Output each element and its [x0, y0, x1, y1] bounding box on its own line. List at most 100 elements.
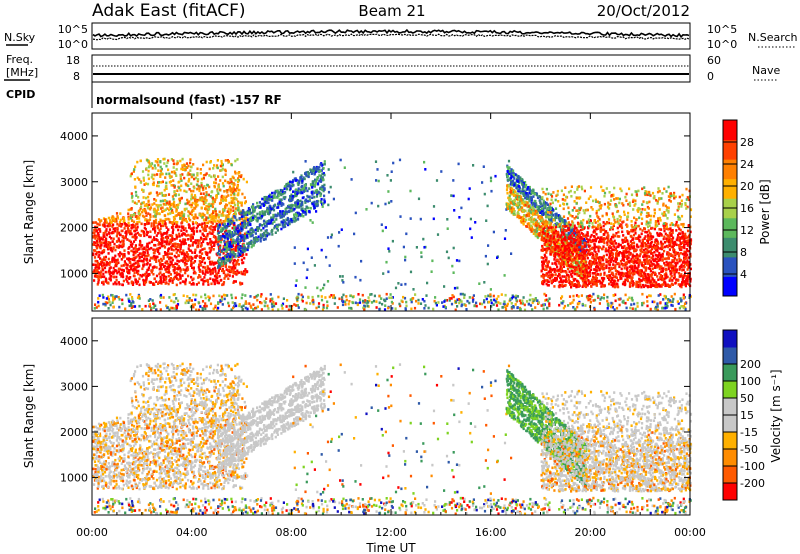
power-cell: [208, 260, 212, 264]
power-cell: [184, 269, 187, 272]
power-cell: [119, 251, 122, 254]
power-cell: [190, 261, 193, 265]
power-cell: [506, 175, 510, 178]
power-cell: [220, 297, 224, 301]
power-cell: [104, 255, 107, 259]
power-cell: [259, 211, 262, 214]
power-cell: [122, 241, 125, 245]
power-cell: [107, 307, 110, 310]
power-cell: [283, 223, 286, 227]
power-cell: [468, 301, 471, 305]
power-cell: [448, 297, 451, 300]
power-cell: [148, 247, 151, 251]
power-cell: [207, 205, 210, 208]
power-cell: [114, 264, 117, 268]
power-cell: [213, 175, 216, 179]
power-cell: [664, 302, 667, 305]
power-cell: [130, 227, 133, 230]
power-cell: [300, 203, 303, 207]
power-cell: [296, 299, 299, 303]
power-cell: [299, 188, 302, 192]
freq-label-line2: [MHz]: [6, 66, 38, 79]
power-cell: [510, 252, 513, 255]
power-cell: [176, 262, 179, 266]
power-cell: [220, 169, 223, 172]
power-cell: [158, 222, 162, 226]
power-cell: [145, 214, 148, 217]
power-cell: [105, 228, 108, 231]
power-cell: [289, 184, 292, 188]
power-cell: [252, 244, 255, 247]
power-cell: [133, 224, 136, 228]
power-cell: [94, 259, 97, 263]
power-cell: [224, 169, 227, 173]
power-cell: [93, 231, 96, 235]
power-cell: [128, 217, 131, 220]
power-cell: [284, 207, 287, 211]
power-cell: [183, 280, 187, 284]
power-cell: [146, 242, 149, 246]
power-cell: [532, 189, 535, 192]
power-cell: [338, 297, 341, 301]
power-cell: [143, 279, 146, 283]
power-cell: [537, 207, 540, 211]
power-cell: [170, 299, 173, 303]
power-cell: [419, 217, 422, 221]
power-cell: [102, 282, 105, 286]
power-cell: [327, 168, 330, 171]
power-cell: [653, 300, 656, 304]
power-cell: [203, 279, 206, 283]
power-cell: [153, 258, 156, 261]
power-cell: [317, 305, 320, 309]
power-cell: [210, 269, 213, 272]
power-cell: [327, 203, 330, 207]
power-cell: [168, 172, 171, 176]
power-cell: [204, 207, 207, 210]
power-cell: [153, 283, 156, 286]
power-cell: [205, 204, 208, 208]
power-cell: [159, 276, 162, 279]
power-cell: [576, 305, 579, 309]
power-cell: [187, 214, 190, 218]
noise-right-label: N.Search: [748, 31, 798, 44]
power-cell: [141, 273, 145, 277]
power-cell: [161, 194, 164, 197]
power-cell: [142, 278, 145, 282]
power-cell: [117, 267, 120, 271]
power-cell: [222, 283, 225, 286]
power-cell: [267, 195, 271, 198]
power-cell: [127, 224, 131, 227]
power-cell: [532, 195, 535, 198]
power-cell: [232, 234, 235, 238]
power-cell: [125, 293, 128, 297]
power-cell: [243, 247, 246, 250]
power-cell: [174, 262, 177, 265]
power-cell: [300, 185, 303, 189]
power-cell: [212, 307, 215, 311]
power-cell: [195, 283, 198, 286]
power-cell: [229, 255, 232, 258]
power-cell: [539, 211, 542, 214]
power-cell: [505, 188, 509, 192]
power-cell: [259, 206, 262, 209]
power-cell: [178, 225, 181, 229]
power-cell: [135, 282, 138, 285]
power-cell: [349, 306, 353, 310]
power-cell: [154, 160, 157, 163]
power-cell: [614, 293, 617, 297]
power-cell: [215, 261, 218, 264]
power-cell: [403, 296, 407, 300]
power-cell: [150, 306, 153, 310]
noise-search-trace: [92, 33, 690, 41]
power-cell: [159, 308, 162, 311]
power-cell: [404, 282, 407, 286]
power-cell: [274, 213, 277, 217]
power-cell: [161, 233, 164, 237]
power-cell: [240, 270, 243, 274]
power-cell: [147, 222, 150, 225]
power-cell: [171, 279, 174, 283]
power-cell: [158, 263, 162, 267]
power-cell: [243, 222, 246, 226]
power-cell: [96, 264, 99, 267]
power-cell: [273, 225, 277, 228]
